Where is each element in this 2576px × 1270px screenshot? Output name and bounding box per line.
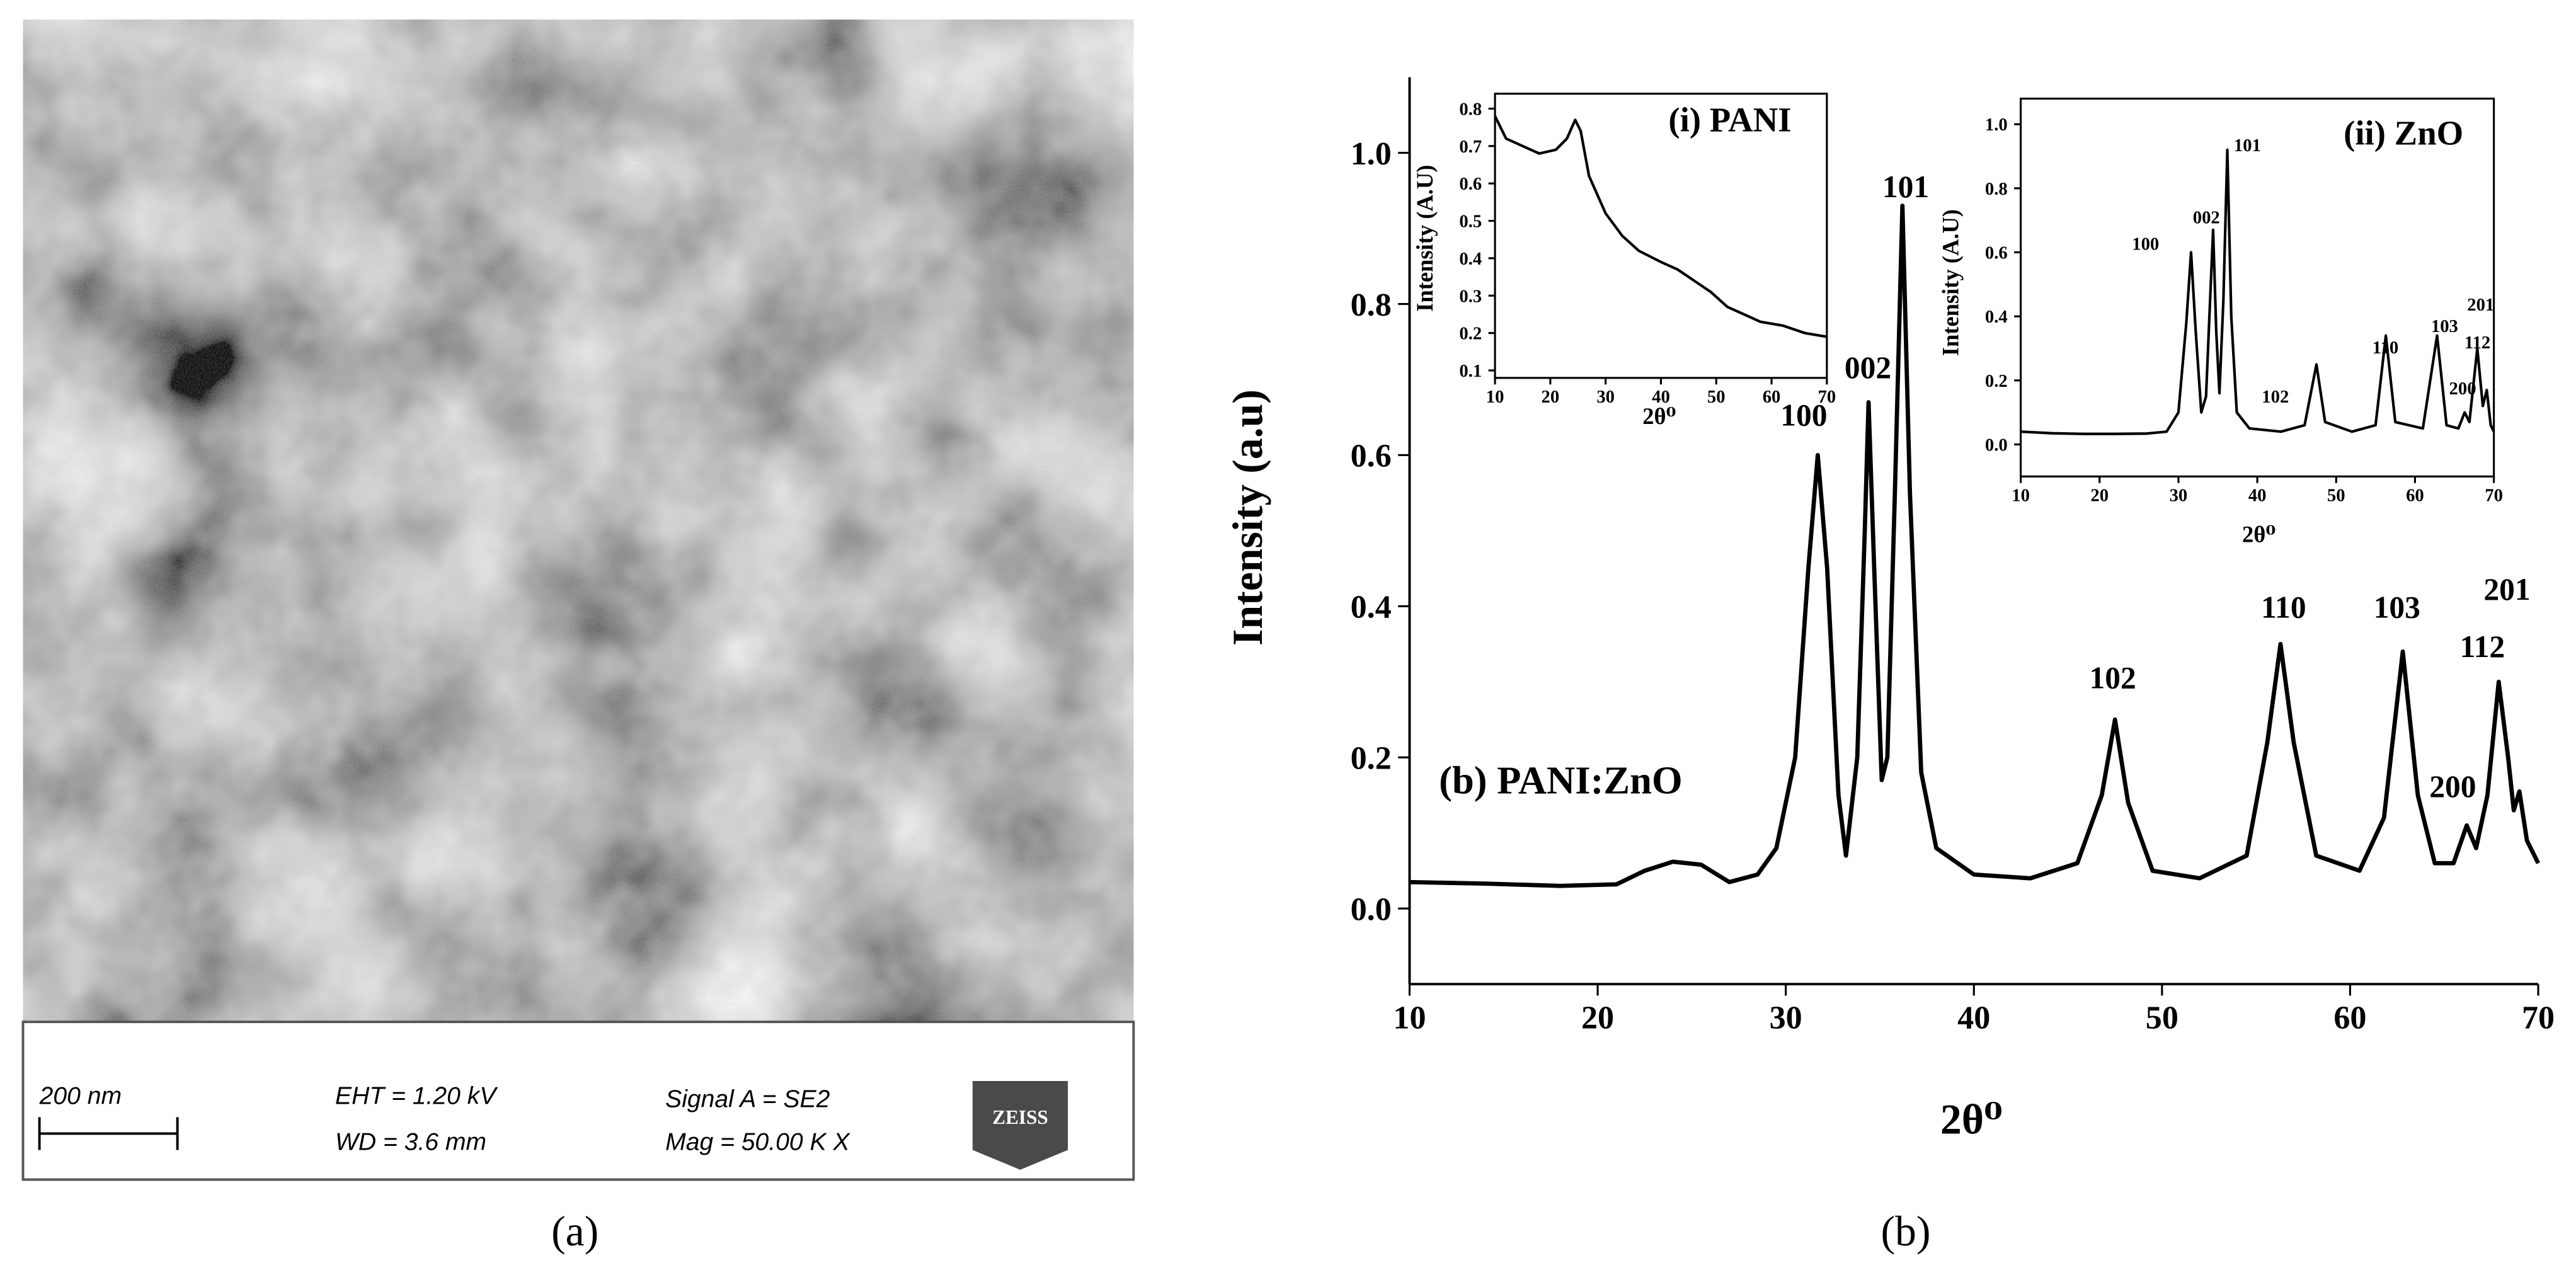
caption: (b) (1880, 1208, 1930, 1255)
peak-label: 101 (1882, 169, 1929, 204)
y-tick-label: 0.8 (1351, 287, 1392, 323)
y-tick-label: 1.0 (1985, 115, 2008, 135)
peak-label: 112 (2464, 333, 2490, 353)
peak-label: 201 (2483, 572, 2530, 607)
y-tick-label: 0.0 (1351, 891, 1392, 927)
zeiss-logo (972, 1081, 1068, 1170)
x-tick-label: 70 (1818, 387, 1836, 407)
peak-label: 110 (2373, 338, 2398, 358)
y-tick-label: 0.2 (1459, 324, 1482, 344)
x-tick-label: 30 (1596, 387, 1615, 407)
x-tick-label: 20 (1542, 387, 1560, 407)
y-tick-label: 0.8 (1985, 179, 2008, 199)
y-tick-label: 0.4 (1459, 249, 1482, 269)
sem-panel: 200 nm EHT = 1.20 kV WD = 3.6 mm Signal … (21, 20, 1135, 1181)
y-tick-label: 0.3 (1459, 286, 1482, 306)
x-axis-label: 2θ⁰ (1940, 1096, 2003, 1143)
sem-grain (23, 20, 1134, 1022)
y-tick-label: 0.2 (1351, 741, 1392, 777)
sem-mag: Mag = 50.00 K X (665, 1129, 850, 1156)
peak-label: 103 (2431, 316, 2458, 336)
plot-frame (1494, 93, 1828, 379)
x-tick-label: 70 (2485, 485, 2503, 505)
x-tick-label: 20 (1581, 1000, 1614, 1036)
y-tick-label: 0.2 (1985, 371, 2008, 391)
zeiss-logo-text: ZEISS (992, 1106, 1048, 1128)
peak-label: 112 (2460, 629, 2505, 664)
sem-eht: EHT = 1.20 kV (335, 1083, 498, 1110)
peak-label: 100 (1780, 398, 1827, 433)
x-tick-label: 70 (2522, 1000, 2555, 1036)
sem-wd: WD = 3.6 mm (335, 1129, 486, 1156)
chart: 10 20 30 40 50 60 70 0.1 0.2 0.3 0.4 0.5 0.6 0.7 0.8 2θ… (1412, 93, 1836, 429)
peak-label: 101 (2234, 135, 2261, 156)
series-label: (b) PANI:ZnO (1439, 758, 1682, 803)
y-axis-label: Intensity (A.U) (1937, 209, 1963, 356)
y-tick-label: 0.1 (1459, 361, 1482, 381)
data-line (1494, 115, 1828, 338)
data-line (1409, 203, 2541, 888)
caption: (a) (551, 1208, 598, 1255)
y-axis-label: Intensity (A.U) (1412, 165, 1438, 312)
peak-label: 102 (2262, 387, 2289, 407)
chart: 10 20 30 40 50 60 70 0.0 0.2 0.4 0.6 0.8 1.0 2θ⁰ Inten… (1224, 77, 2555, 1143)
sem-info-bar (21, 1021, 1135, 1181)
peak-label: 103 (2374, 590, 2420, 625)
data-line (2020, 148, 2495, 435)
x-axis-label: 2θ⁰ (2242, 522, 2275, 547)
peak-label: 200 (2429, 769, 2476, 804)
sem-signal: Signal A = SE2 (665, 1086, 830, 1113)
x-tick-label: 10 (2012, 485, 2030, 505)
x-tick-label: 50 (2327, 485, 2345, 505)
x-tick-label: 10 (1486, 387, 1504, 407)
x-tick-label: 50 (1707, 387, 1726, 407)
peak-label: 002 (1845, 350, 1891, 385)
x-tick-label: 30 (1770, 1000, 1802, 1036)
y-tick-label: 0.5 (1459, 212, 1482, 232)
x-tick-label: 50 (2146, 1000, 2178, 1036)
y-axis-label: Intensity (a.u) (1224, 389, 1271, 646)
y-tick-label: 0.4 (1351, 590, 1392, 626)
chart-title: (ii) ZnO (2344, 114, 2463, 152)
y-tick-label: 0.4 (1985, 307, 2008, 327)
y-tick-label: 0.6 (1459, 174, 1482, 194)
y-tick-label: 0.7 (1459, 137, 1482, 157)
x-tick-label: 20 (2090, 485, 2109, 505)
y-tick-label: 0.0 (1985, 435, 2008, 455)
x-tick-label: 40 (1652, 387, 1670, 407)
x-tick-label: 40 (2248, 485, 2267, 505)
peak-label: 110 (2261, 590, 2306, 625)
peak-label: 100 (2132, 234, 2159, 254)
x-tick-label: 30 (2170, 485, 2188, 505)
y-tick-label: 0.8 (1459, 100, 1482, 120)
chart: 10 20 30 40 50 60 70 0.0 0.2 0.4 0.6 0.8 1.0 2θ⁰ Inten… (1937, 97, 2503, 547)
x-tick-label: 10 (1393, 1000, 1426, 1036)
y-tick-label: 0.6 (1351, 438, 1392, 474)
x-tick-label: 60 (2333, 1000, 2366, 1036)
x-tick-label: 40 (1957, 1000, 1990, 1036)
x-axis-label: 2θ⁰ (1642, 403, 1676, 429)
peak-label: 201 (2467, 295, 2494, 315)
peak-label: 102 (2089, 661, 2136, 695)
y-tick-label: 0.6 (1985, 243, 2008, 263)
chart-title: (i) PANI (1668, 101, 1791, 139)
y-tick-label: 1.0 (1351, 136, 1392, 172)
peak-label: 002 (2193, 208, 2220, 228)
x-tick-label: 60 (2406, 485, 2424, 505)
scale-bar-label: 200 nm (39, 1083, 122, 1110)
x-tick-label: 60 (1763, 387, 1781, 407)
peak-label: 200 (2449, 379, 2476, 399)
